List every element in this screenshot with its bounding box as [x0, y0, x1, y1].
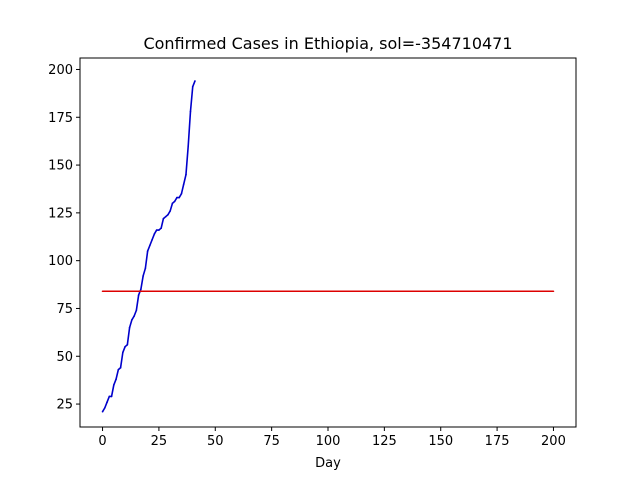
data-point	[178, 196, 180, 199]
x-tick-label: 200	[541, 434, 566, 449]
data-point	[552, 290, 555, 293]
data-point	[133, 315, 135, 317]
data-point	[104, 407, 106, 409]
data-point	[135, 309, 138, 312]
x-tick-label: 175	[485, 434, 510, 449]
data-point	[101, 290, 104, 293]
data-point	[167, 213, 169, 216]
y-tick-label: 75	[56, 302, 73, 317]
data-point	[185, 173, 187, 176]
data-point	[189, 110, 192, 113]
y-tick-label: 50	[56, 350, 73, 365]
data-point	[173, 200, 176, 203]
data-point	[122, 351, 124, 354]
data-point	[128, 326, 131, 329]
x-tick-label: 25	[151, 434, 168, 449]
data-point	[176, 196, 178, 199]
data-point	[131, 319, 133, 321]
data-point	[110, 395, 113, 398]
x-axis-label: Day	[315, 456, 341, 471]
data-point	[164, 215, 167, 218]
data-point	[144, 267, 147, 270]
data-point	[169, 210, 171, 212]
data-point	[182, 183, 185, 185]
chart-title: Confirmed Cases in Ethiopia, sol=-354710…	[143, 34, 512, 53]
x-tick-label: 0	[98, 434, 106, 449]
data-point	[158, 229, 160, 231]
data-point	[146, 250, 149, 252]
x-tick-label: 150	[428, 434, 453, 449]
data-point	[155, 229, 158, 231]
y-tick-label: 150	[48, 159, 73, 174]
data-point	[101, 410, 104, 413]
data-point	[124, 345, 126, 348]
data-point	[119, 366, 122, 369]
data-point	[162, 217, 165, 220]
y-tick-label: 100	[48, 254, 73, 269]
y-tick-label: 175	[48, 111, 73, 126]
data-point	[117, 368, 120, 371]
x-tick-label: 50	[207, 434, 224, 449]
data-point	[140, 288, 142, 291]
data-point	[149, 244, 151, 247]
x-tick-label: 75	[263, 434, 280, 449]
y-axis: 25 50 75 100 125 150 175 200	[48, 63, 80, 413]
data-point	[106, 401, 108, 403]
y-tick-label: 200	[48, 63, 73, 78]
data-point	[171, 202, 174, 205]
data-point	[191, 85, 194, 88]
x-tick-label: 100	[316, 434, 341, 449]
data-point	[137, 294, 140, 296]
data-point	[115, 378, 117, 381]
data-point	[108, 395, 111, 398]
y-tick-label: 25	[56, 398, 73, 413]
data-point	[160, 227, 162, 229]
data-point	[126, 343, 129, 346]
x-tick-label: 125	[372, 434, 397, 449]
data-point	[113, 384, 115, 386]
x-axis: 0 25 50 75 100 125 150 175 200	[98, 427, 566, 449]
data-point	[142, 275, 144, 277]
data-point	[153, 233, 156, 235]
data-point	[194, 80, 196, 82]
data-point	[180, 192, 183, 195]
plot-area	[101, 80, 555, 413]
y-tick-label: 125	[48, 206, 73, 221]
data-point	[187, 145, 190, 147]
data-point	[151, 238, 153, 241]
